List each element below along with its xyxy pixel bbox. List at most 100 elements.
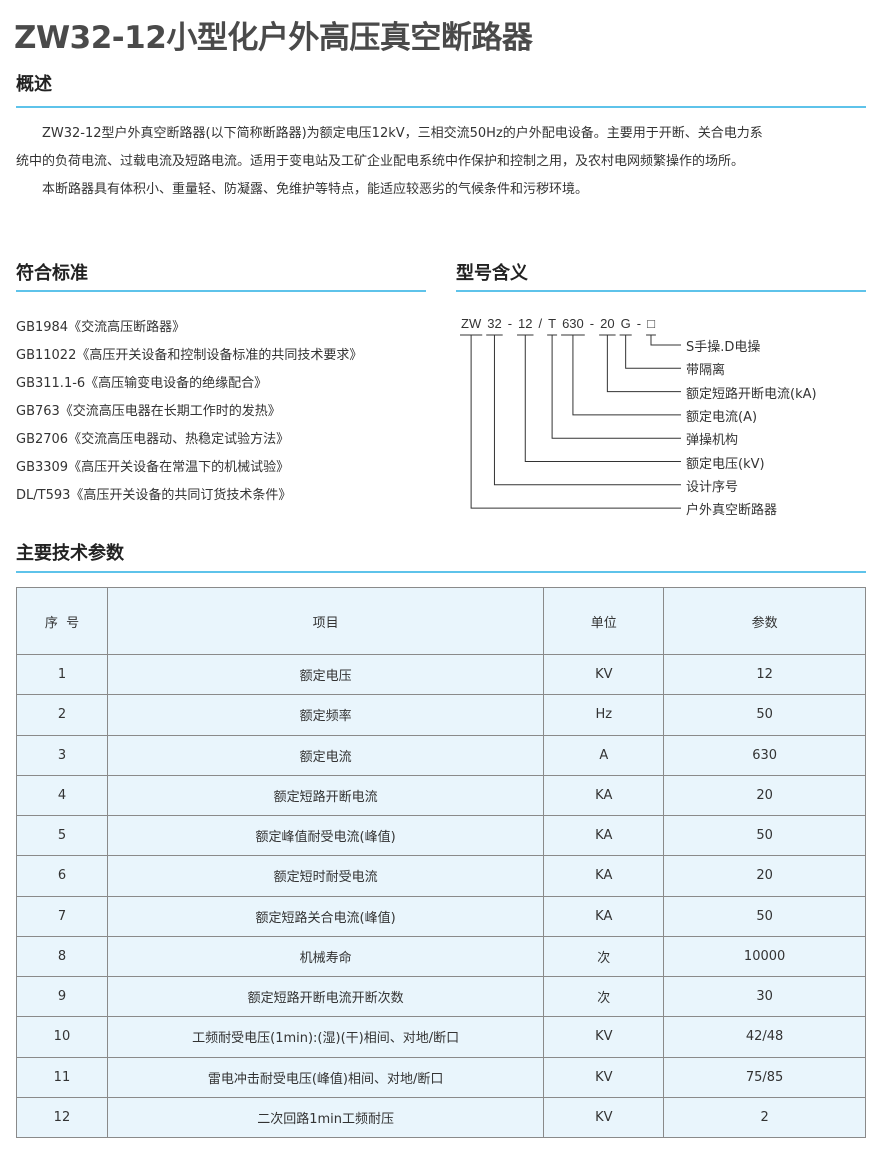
table-row: 10 工频耐受电压(1min):(湿)(干)相间、对地/断口 KV 42/48 (16, 1016, 866, 1058)
model-label: 弹操机构 (686, 433, 739, 449)
table-cell: KA (543, 774, 665, 817)
table-cell: 2 (16, 694, 108, 736)
table-cell: KV (543, 1096, 665, 1139)
table-cell: 7 (16, 895, 108, 937)
table-cell: 二次回路1min工频耐压 (106, 1096, 545, 1139)
model-rule (456, 290, 866, 292)
table-row: 11 雷电冲击耐受电压(峰值)相间、对地/断口 KV 75/85 (16, 1056, 866, 1098)
model-leader-lines (460, 334, 681, 509)
leader-line (572, 335, 681, 416)
table-cell: 额定频率 (106, 694, 545, 736)
table-cell: 75/85 (663, 1056, 866, 1098)
model-code-part: - (636, 316, 642, 331)
standards-heading: 符合标准 (16, 263, 88, 284)
standard-item: GB763《交流高压电器在长期工作时的发热》 (16, 404, 281, 419)
model-label: 户外真空断路器 (686, 503, 778, 519)
table-row: 6 额定短时耐受电流 KA 20 (16, 855, 866, 897)
params-table: 序 号项目 单位 参数 1 额定电压 KV 12 2 额定频率 Hz 50 3 额定电流 A 630 4 额定短… (16, 587, 866, 1139)
table-row: 9 额定短路开断电流开断次数次 30 (16, 975, 866, 1018)
table-cell: 1 (16, 653, 108, 696)
model-code-part: - (507, 316, 513, 331)
model-label: S手操.D电操 (686, 340, 761, 355)
overview-text: ZW32-12型户外真空断路器(以下简称断路器)为额定电压12kV，三相交流50… (16, 120, 868, 204)
table-row: 1 额定电压 KV 12 (16, 653, 866, 696)
standard-item: GB11022《高压开关设备和控制设备标准的共同技术要求》 (16, 348, 363, 363)
overview-heading: 概述 (16, 74, 52, 95)
table-cell: 10000 (663, 935, 866, 978)
table-cell: 雷电冲击耐受电压(峰值)相间、对地/断口 (106, 1056, 545, 1098)
table-cell: 12 (16, 1096, 108, 1139)
params-heading: 主要技术参数 (16, 543, 124, 564)
table-cell: 9 (16, 975, 108, 1018)
table-cell: 机械寿命 (106, 935, 545, 978)
table-row: 3 额定电流 A 630 (16, 734, 866, 776)
table-cell: 额定电压 (106, 653, 545, 696)
column-header: 参数 (663, 587, 866, 655)
standard-item: GB311.1-6《高压输变电设备的绝缘配合》 (16, 376, 268, 391)
model-code: ZW 32-12/T 630-20 G - □ (460, 316, 656, 331)
params-rule (16, 571, 866, 573)
table-cell: KA (543, 895, 665, 937)
model-label: 设计序号 (686, 479, 739, 495)
model-code-part: □ (647, 316, 655, 331)
table-cell: 30 (663, 975, 866, 1018)
table-row: 8 机械寿命次 10000 (16, 935, 866, 978)
standard-item: GB3309《高压开关设备在常温下的机械试验》 (16, 460, 290, 475)
table-cell: 10 (16, 1016, 108, 1058)
overview-line: 统中的负荷电流、过载电流及短路电流。适用于变电站及工矿企业配电系统中作保护和控制… (16, 154, 745, 169)
table-row: 2 额定频率 Hz 50 (16, 694, 866, 736)
table-cell: 额定峰值耐受电流(峰值) (106, 814, 545, 857)
standards-rule (16, 290, 426, 292)
table-cell: KV (543, 1056, 665, 1098)
table-cell: A (543, 734, 665, 776)
table-cell: 次 (543, 975, 665, 1018)
leader-line (470, 335, 681, 509)
table-cell: 20 (663, 774, 866, 817)
table-cell: 额定短路开断电流开断次数 (106, 975, 545, 1018)
model-code-part: 12 (518, 316, 533, 331)
table-cell: 50 (663, 895, 866, 937)
model-label: 额定短路开断电流(kA) (686, 386, 817, 402)
table-cell: 额定短路关合电流(峰值) (106, 895, 545, 937)
table-cell: 12 (663, 653, 866, 696)
model-code-part: 32 (487, 316, 502, 331)
table-cell: 额定短路开断电流 (106, 774, 545, 817)
table-cell: Hz (543, 694, 665, 736)
column-header: 单位 (543, 587, 665, 655)
column-header: 项目 (106, 587, 545, 655)
model-code-part: / (538, 316, 543, 331)
table-cell: KV (543, 1016, 665, 1058)
model-code-part: ZW (461, 316, 482, 331)
table-cell: KA (543, 855, 665, 897)
table-cell: 2 (663, 1096, 866, 1139)
model-code-part: 20 (600, 316, 615, 331)
table-cell: 次 (543, 935, 665, 978)
table-cell: 630 (663, 734, 866, 776)
model-heading: 型号含义 (456, 263, 528, 284)
model-code-part: G (620, 316, 631, 331)
leader-line (551, 335, 681, 439)
page-title: ZW32-12小型化户外高压真空断路器 (14, 20, 533, 56)
table-row: 4 额定短路开断电流 KA 20 (16, 774, 866, 817)
leader-line (625, 335, 681, 369)
overview-line: 本断路器具有体积小、重量轻、防凝露、免维护等特点，能适应较恶劣的气候条件和污秽环… (42, 182, 589, 197)
table-cell: 8 (16, 935, 108, 978)
model-label: 额定电流(A) (686, 409, 758, 425)
table-cell: KV (543, 653, 665, 696)
table-cell: 6 (16, 855, 108, 897)
table-cell: 50 (663, 694, 866, 736)
table-cell: 20 (663, 855, 866, 897)
table-cell: 5 (16, 814, 108, 857)
standard-item: GB1984《交流高压断路器》 (16, 320, 186, 335)
column-header: 序 号 (16, 587, 108, 655)
leader-line (493, 335, 681, 486)
model-code-part: - (589, 316, 595, 331)
table-cell: 11 (16, 1056, 108, 1098)
table-cell: 42/48 (663, 1016, 866, 1058)
leader-line (650, 335, 681, 346)
leader-line (606, 335, 681, 393)
table-cell: 工频耐受电压(1min):(湿)(干)相间、对地/断口 (106, 1016, 545, 1058)
table-row: 5 额定峰值耐受电流(峰值) KA 50 (16, 814, 866, 857)
standard-item: GB2706《交流高压电器动、热稳定试验方法》 (16, 432, 290, 447)
table-cell: 额定电流 (106, 734, 545, 776)
